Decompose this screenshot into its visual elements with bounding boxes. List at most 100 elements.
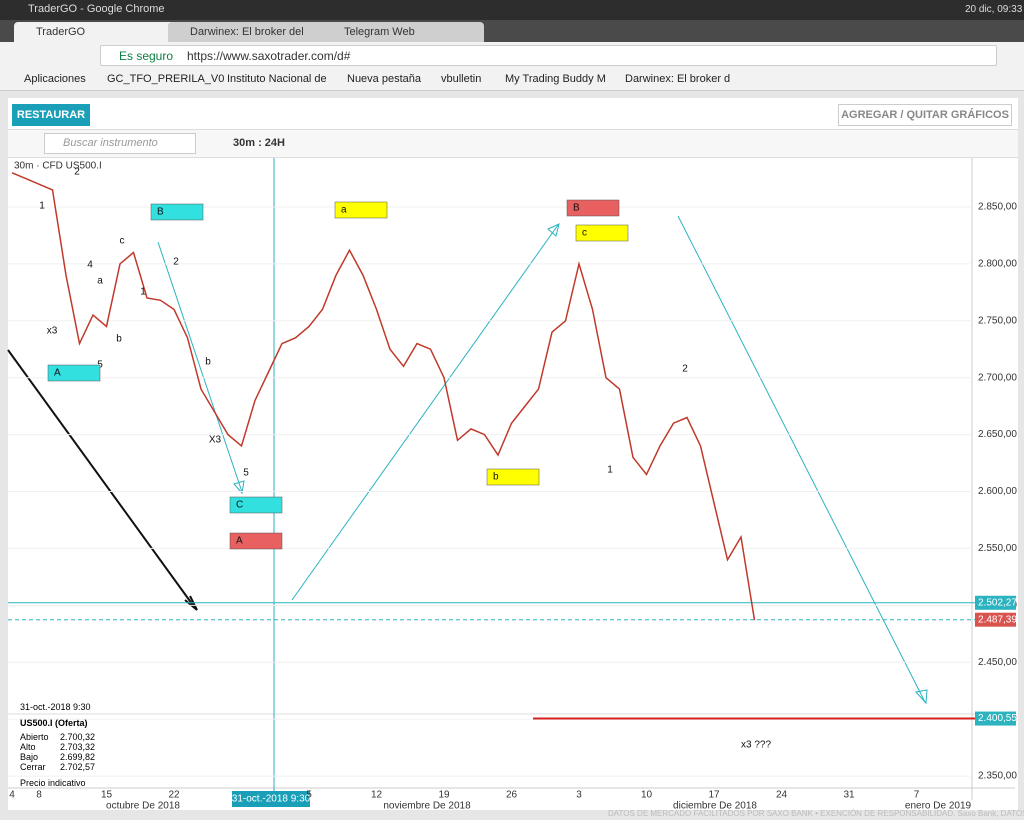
wave-box: [486, 468, 540, 486]
bookmark[interactable]: My Trading Buddy M: [505, 73, 606, 85]
arrow: [677, 215, 926, 703]
arrowhead: [184, 595, 198, 611]
annotation: 2: [173, 257, 179, 268]
info-key: Alto: [20, 742, 36, 752]
add-charts-button[interactable]: AGREGAR / QUITAR GRÁFICOS: [838, 104, 1012, 126]
tab[interactable]: TraderGO: [14, 22, 176, 42]
info-key: Bajo: [20, 752, 39, 762]
tab[interactable]: Darwinex: El broker del: [168, 22, 330, 42]
bookmark[interactable]: Aplicaciones: [24, 73, 86, 85]
wave-box-label: A: [236, 536, 243, 547]
bookmark[interactable]: Darwinex: El broker d: [625, 73, 731, 85]
arrowhead: [233, 480, 245, 495]
price-line: [11, 172, 756, 621]
annotation: X3: [209, 435, 222, 446]
x-tick-label: 17: [708, 790, 720, 801]
price-label-box: [975, 711, 1016, 726]
wave-box: [47, 364, 101, 382]
arrowhead: [915, 689, 928, 705]
annotation: 1: [140, 287, 146, 298]
price-label: 2.502,27: [978, 597, 1017, 608]
x-tick-label: 5: [306, 790, 312, 801]
y-tick-label: 2.600,00: [978, 486, 1017, 497]
annotation: x3: [47, 326, 58, 337]
wave-box-label: c: [582, 228, 587, 239]
window-title: TraderGO - Google Chrome: [28, 3, 165, 15]
bookmark[interactable]: Nueva pestaña: [347, 73, 421, 85]
clock: 20 dic, 09:33: [965, 4, 1023, 15]
tab[interactable]: Telegram Web: [322, 22, 484, 42]
annotation: x3 ???: [741, 740, 771, 751]
y-tick-label: 2.800,00: [978, 259, 1017, 270]
chart-header: 30m · CFD US500.I: [14, 161, 102, 172]
bookmark[interactable]: vbulletin: [441, 73, 482, 85]
chart-toolbar: Buscar instrumento 30m : 24H: [8, 129, 1018, 158]
wave-box: [334, 201, 388, 219]
info-instrument: US500.I (Oferta): [20, 718, 88, 728]
price-label-box: [975, 612, 1016, 627]
x-tick-label: 7: [914, 790, 920, 801]
omnibox[interactable]: Es seguro https://www.saxotrader.com/d#: [100, 45, 997, 66]
arrow: [7, 349, 196, 609]
month-label: noviembre De 2018: [383, 801, 471, 812]
annotation: 4: [87, 260, 93, 271]
x-tick-label: 31: [843, 790, 855, 801]
y-tick-label: 2.750,00: [978, 315, 1017, 326]
arrow: [157, 241, 243, 493]
x-tick-label: 8: [36, 790, 42, 801]
info-value: 2.702,57: [60, 762, 96, 772]
info-value: 2.703,32: [60, 742, 96, 752]
info-note: Precio indicativo: [20, 778, 86, 788]
wave-box: [150, 203, 204, 221]
annotation: b: [116, 334, 122, 345]
bookmark[interactable]: GC_TFO_PRERILA_V0: [107, 73, 225, 85]
annotation: a: [97, 276, 103, 287]
y-tick-label: 2.350,00: [978, 771, 1017, 782]
address-bar: Es seguro https://www.saxotrader.com/d#: [0, 42, 1024, 68]
timeframe-button[interactable]: 30m : 24H: [233, 137, 285, 149]
arrowhead: [547, 223, 560, 237]
annotation: c: [120, 236, 125, 247]
annotation: b: [205, 357, 211, 368]
wave-box-label: b: [493, 472, 499, 483]
wave-box: [229, 496, 283, 514]
wave-box-label: A: [54, 368, 61, 379]
info-time: 31-oct.-2018 9:30: [20, 702, 91, 712]
price-label: 2.487,39: [978, 614, 1017, 625]
month-label: octubre De 2018: [106, 801, 180, 812]
url: https://www.saxotrader.com/d#: [187, 49, 351, 63]
annotation: 2: [74, 167, 80, 178]
footer: DATOS DE MERCADO FACILITADOS POR SAXO BA…: [608, 809, 1024, 818]
info-value: 2.699,82: [60, 752, 96, 762]
x-tick-label: 4: [9, 790, 15, 801]
wave-box: [575, 224, 629, 242]
restore-button[interactable]: RESTAURAR: [12, 104, 90, 126]
info-panel: 31-oct.-2018 9:30 US500.I (Oferta) Abier…: [20, 702, 130, 792]
arrow: [291, 224, 559, 601]
y-tick-label: 2.450,00: [978, 657, 1017, 668]
x-tick-label: 26: [506, 790, 518, 801]
y-tick-label: 2.650,00: [978, 429, 1017, 440]
y-tick-label: 2.850,00: [978, 202, 1017, 213]
bookmark[interactable]: Instituto Nacional de: [227, 73, 327, 85]
x-tick-label: 15: [101, 790, 113, 801]
x-tick-label: 22: [168, 790, 180, 801]
cursor-label-box: [232, 791, 310, 807]
wave-box: [229, 532, 283, 550]
y-tick-label: 2.550,00: [978, 543, 1017, 554]
y-tick-label: 2.700,00: [978, 372, 1017, 383]
cursor-label: 31-oct.-2018 9:30: [232, 794, 311, 805]
wave-box: [566, 199, 620, 217]
tab-strip: TraderGO Darwinex: El broker del Telegra…: [0, 20, 1024, 42]
os-bar: TraderGO - Google Chrome 20 dic, 09:33: [0, 0, 1024, 20]
search-box[interactable]: Buscar instrumento: [44, 133, 196, 154]
secure-label: Es seguro: [119, 49, 174, 63]
x-tick-label: 24: [776, 790, 788, 801]
annotation: 5: [243, 468, 249, 479]
wave-box-label: B: [573, 203, 580, 214]
month-label: enero De 2019: [905, 801, 972, 812]
annotation: 1: [39, 201, 45, 212]
price-label-box: [975, 595, 1016, 610]
